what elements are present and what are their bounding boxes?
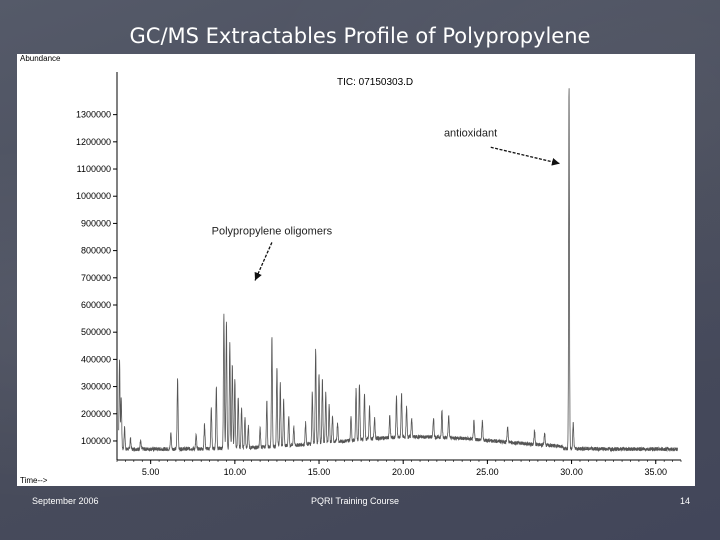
chart-title: TIC: 07150303.D [337, 77, 413, 88]
x-tick-label: 10.00 [224, 467, 247, 477]
annotation-label: antioxidant [444, 127, 497, 139]
x-tick-label: 35.00 [644, 467, 667, 477]
slide-title: GC/MS Extractables Profile of Polypropyl… [129, 24, 591, 48]
x-tick-label: 15.00 [308, 467, 331, 477]
annotations-group: antioxidant Polypropylene oligomers [212, 127, 560, 281]
y-tick-label: 800000 [81, 246, 111, 256]
x-tick-label: 20.00 [392, 467, 415, 477]
y-tick-label: 1100000 [77, 164, 111, 174]
y-tick-label: 200000 [81, 409, 111, 419]
x-tick-label: 30.00 [560, 467, 583, 477]
y-tick-label: 700000 [81, 273, 111, 283]
y-tick-label: 1000000 [76, 191, 111, 201]
y-tick-label: 600000 [81, 300, 111, 310]
chromatogram-chart: Abundance TIC: 07150303.D Time--> 100000… [20, 54, 682, 485]
tic-series-line [118, 88, 678, 453]
annotation-arrow [490, 146, 560, 166]
y-tick-label: 300000 [81, 382, 111, 392]
y-tick-label: 1200000 [76, 137, 111, 147]
chart-panel: Abundance TIC: 07150303.D Time--> 100000… [17, 54, 695, 486]
y-tick-label: 900000 [81, 218, 111, 228]
x-tick-label: 5.00 [142, 467, 160, 477]
y-axis-label: Abundance [20, 54, 61, 63]
y-tick-label: 1300000 [76, 110, 111, 120]
x-tick-label: 25.00 [476, 467, 499, 477]
annotation-arrow [254, 242, 273, 281]
annotation-label: Polypropylene oligomers [212, 225, 333, 237]
y-tick-label: 100000 [81, 436, 111, 446]
series-group [118, 88, 678, 453]
x-axis: 5.00 10.00 15.00 20.00 25.00 30.00 35.00 [116, 459, 682, 477]
y-tick-label: 500000 [81, 327, 111, 337]
footer-date: September 2006 [32, 496, 99, 506]
slide-number: 14 [680, 496, 691, 506]
footer-course: PQRI Training Course [311, 496, 400, 506]
x-axis-label: Time--> [20, 476, 48, 485]
y-axis: 100000 200000 300000 400000 500000 600000 7000… [76, 72, 118, 460]
y-tick-label: 400000 [81, 354, 111, 364]
